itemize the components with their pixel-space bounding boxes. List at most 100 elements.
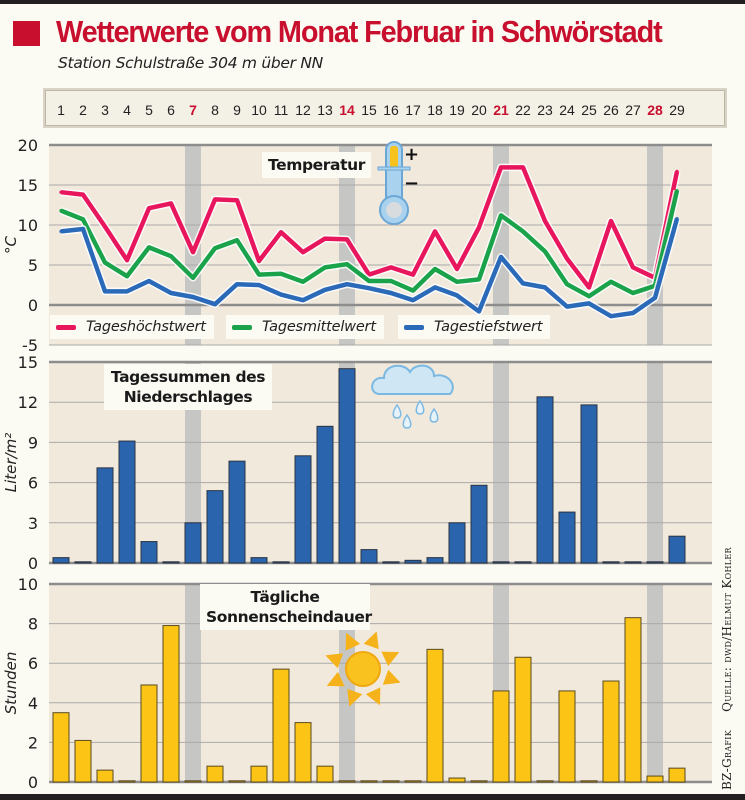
thermometer-zero-mark <box>377 166 411 171</box>
point-max <box>169 201 173 205</box>
y-axis-label: °C <box>2 235 20 254</box>
weekend-band <box>493 362 509 563</box>
sun-ray <box>326 671 345 687</box>
temperature-panel-title: Temperatur <box>262 152 371 178</box>
point-max <box>213 197 217 201</box>
bar-sunshine <box>646 775 664 783</box>
legend-swatch-mean <box>232 324 252 330</box>
point-min <box>213 302 217 306</box>
page-subtitle: Station Schulstraße 304 m über NN <box>58 54 323 72</box>
point-max <box>257 259 261 263</box>
day-label: 15 <box>361 102 377 118</box>
point-mean <box>609 280 613 284</box>
bar-sunshine <box>360 780 378 783</box>
weekend-band <box>185 584 201 782</box>
y-tick-label: 15 <box>18 353 38 372</box>
sun-ray <box>382 669 401 685</box>
thermometer-mercury <box>390 146 398 168</box>
y-tick-label: 5 <box>28 256 38 275</box>
bar-sunshine <box>74 739 92 783</box>
point-max <box>345 237 349 241</box>
bar-sunshine <box>228 780 246 783</box>
bar-precipitation <box>272 561 290 564</box>
weekend-band <box>647 362 663 563</box>
point-max <box>587 285 591 289</box>
day-label: 18 <box>427 102 443 118</box>
weekend-band <box>185 362 201 563</box>
point-mean <box>279 272 283 276</box>
bar-sunshine <box>250 765 268 783</box>
point-mean <box>565 282 569 286</box>
point-min <box>103 289 107 293</box>
bar-precipitation <box>162 561 180 564</box>
point-mean <box>235 238 239 242</box>
credit-source: Quelle: dwd/Helmut Kohler <box>720 547 734 712</box>
day-label: 14 <box>339 102 355 118</box>
rain-cloud-icon <box>371 364 454 429</box>
sun-ray <box>365 687 381 706</box>
point-max <box>543 219 547 223</box>
day-label: 25 <box>581 102 597 118</box>
bar-sunshine <box>294 722 312 783</box>
point-min <box>235 282 239 286</box>
point-max <box>191 250 195 254</box>
point-mean <box>455 280 459 284</box>
sun-ray <box>347 688 363 707</box>
day-label: 21 <box>493 102 509 118</box>
bar-precipitation <box>316 425 334 564</box>
day-label: 11 <box>274 102 289 118</box>
y-axis-label: Liter/m² <box>2 433 20 492</box>
point-min <box>587 301 591 305</box>
sunshine-plot-area <box>49 584 712 782</box>
day-label: 17 <box>405 102 421 118</box>
day-label: 8 <box>211 102 219 118</box>
bar-precipitation <box>426 557 444 564</box>
point-mean <box>147 245 151 249</box>
top-border <box>0 0 745 4</box>
day-header <box>43 88 727 128</box>
point-mean <box>477 277 481 281</box>
bar-precipitation <box>118 440 136 564</box>
point-min <box>257 283 261 287</box>
day-label: 10 <box>251 102 267 118</box>
point-max <box>147 206 151 210</box>
legend-swatch-max <box>56 324 76 330</box>
day-label: 6 <box>167 102 175 118</box>
y-tick-label: 2 <box>28 733 38 752</box>
y-tick-label: 8 <box>28 615 38 634</box>
credit-line: BZ-Grafik Quelle: dwd/Helmut Kohler <box>720 533 734 790</box>
point-mean <box>301 280 305 284</box>
bar-sunshine <box>602 680 620 783</box>
point-max <box>125 258 129 262</box>
point-mean <box>433 267 437 271</box>
point-min <box>147 279 151 283</box>
bar-sunshine <box>206 765 224 783</box>
point-min <box>191 295 195 299</box>
sun-ray <box>381 651 400 667</box>
point-mean <box>389 279 393 283</box>
point-max <box>301 250 305 254</box>
day-label: 22 <box>515 102 531 118</box>
legend-item-max: Tageshöchstwert <box>50 315 214 339</box>
point-min <box>169 291 173 295</box>
point-max <box>411 273 415 277</box>
sunshine-panel-title: Tägliche Sonnenscheindauer <box>200 584 372 630</box>
point-mean <box>323 265 327 269</box>
day-label: 13 <box>317 102 333 118</box>
bar-precipitation <box>602 561 620 564</box>
point-max <box>499 165 503 169</box>
point-max <box>367 273 371 277</box>
point-max <box>675 169 679 173</box>
point-mean <box>125 274 129 278</box>
point-mean <box>59 209 63 213</box>
bar-precipitation <box>382 561 400 564</box>
point-max <box>59 190 63 194</box>
day-label: 9 <box>233 102 241 118</box>
day-label: 3 <box>101 102 109 118</box>
day-label: 1 <box>57 102 65 118</box>
point-max <box>433 229 437 233</box>
point-mean <box>345 262 349 266</box>
bar-sunshine <box>536 780 554 783</box>
sun-ray <box>363 631 379 650</box>
weekend-band <box>647 584 663 782</box>
